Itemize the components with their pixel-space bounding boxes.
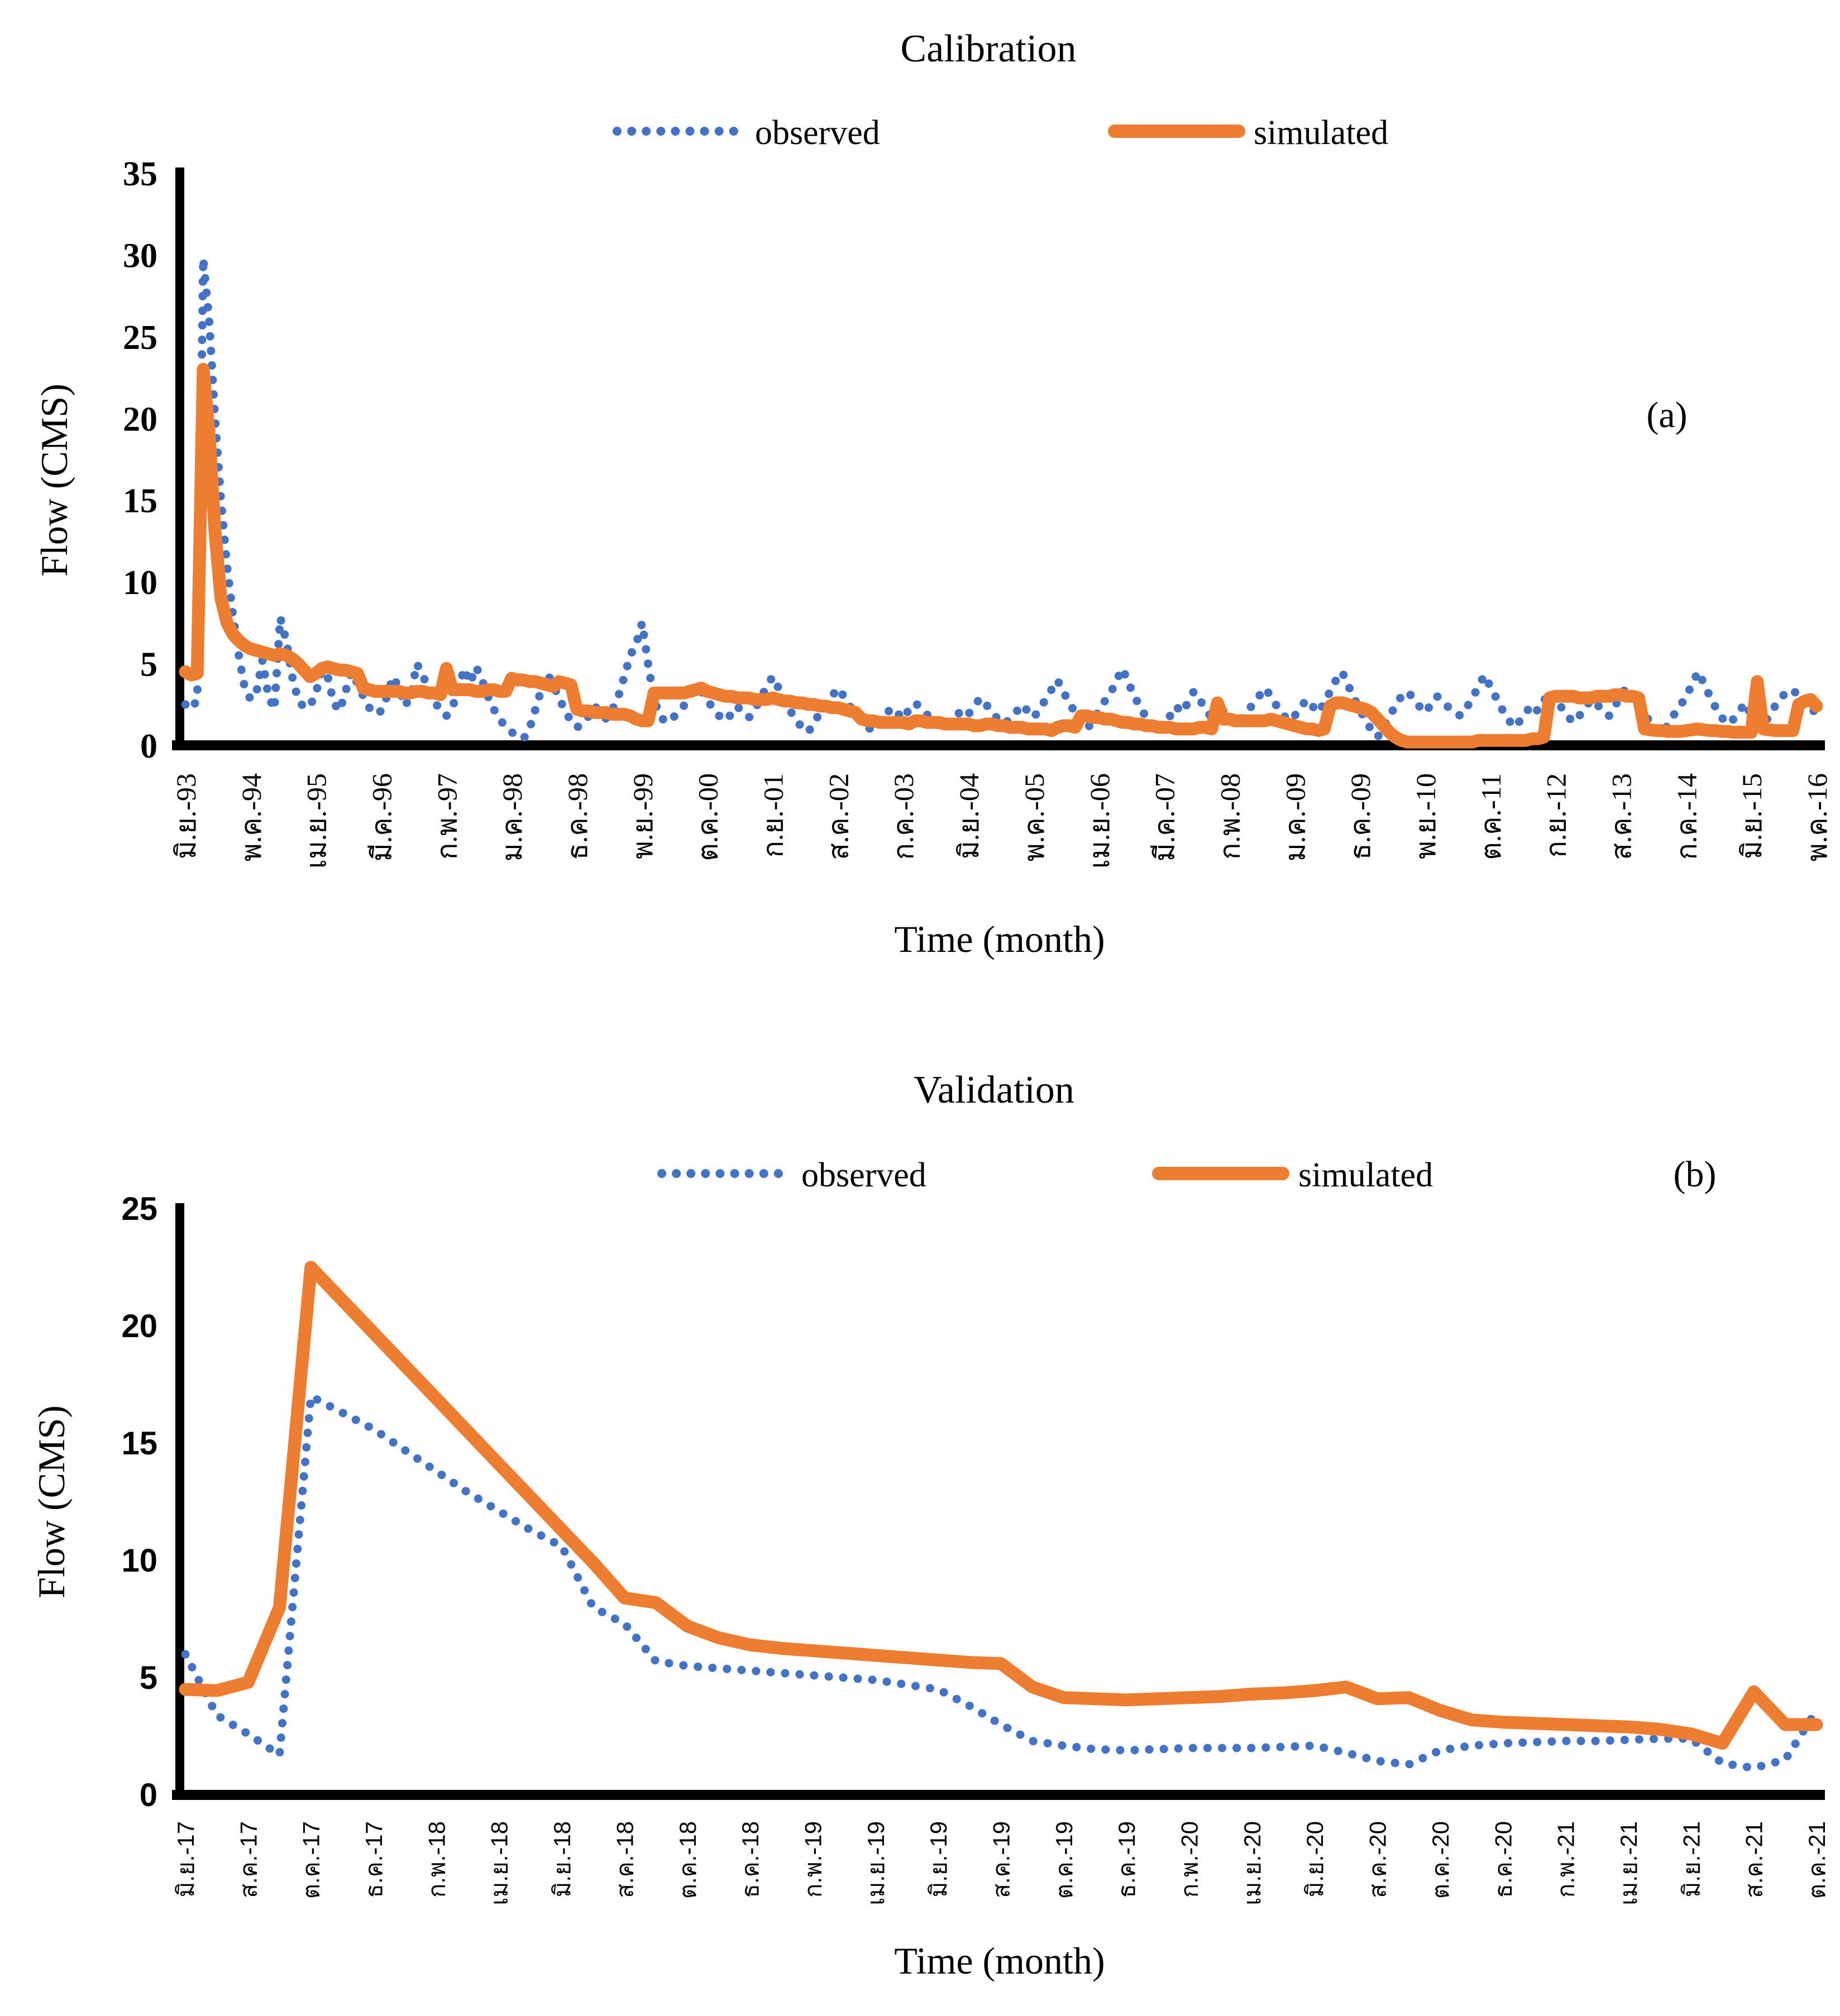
simulated-series (179, 1261, 1823, 1750)
x-tick-label: ต.ค.-18 (675, 1821, 701, 1899)
x-tick-label: ต.ค.-00 (692, 773, 724, 861)
calibration-chart: Calibration observed simulated (a) Flow … (33, 27, 1833, 960)
x-tick-label: พ.ย.-99 (627, 773, 658, 859)
x-tick-label: ธ.ค.-18 (737, 1821, 763, 1898)
observed-series (181, 253, 1821, 743)
panel-label-a: (a) (1646, 395, 1687, 435)
x-tick-label: ก.พ.-19 (800, 1821, 826, 1898)
simulated-legend-label: simulated (1298, 1156, 1433, 1194)
validation-title: Validation (914, 1069, 1074, 1112)
x-tick-label: ส.ค.-13 (1605, 773, 1637, 860)
x-tick-label: ม.ค.-09 (1279, 773, 1311, 861)
panel-label-b: (b) (1674, 1154, 1717, 1195)
x-tick-label: ก.พ.-21 (1553, 1821, 1579, 1898)
x-tick-label: ก.พ.-18 (423, 1821, 450, 1898)
x-tick-label: พ.ย.-10 (1410, 773, 1441, 859)
y-tick-label: 20 (121, 1308, 157, 1344)
y-tick-label: 10 (121, 1543, 157, 1579)
x-tick-label: ธ.ค.-17 (361, 1821, 387, 1898)
x-tick-label: เม.ย.-19 (863, 1821, 889, 1905)
x-tick-label: ส.ค.-20 (1365, 1821, 1391, 1898)
x-tick-label: ธ.ค.-09 (1345, 773, 1376, 860)
x-tick-label: ต.ค.-11 (1475, 773, 1507, 860)
y-tick-label: 15 (121, 1425, 157, 1462)
y-tick-label: 20 (123, 400, 157, 438)
x-tick-label: ธ.ค.-19 (1113, 1821, 1140, 1898)
x-tick-label: มิ.ย.-93 (170, 773, 202, 859)
validation-y-axis-title: Flow (CMS) (30, 1405, 73, 1598)
simulated-series (179, 362, 1823, 749)
x-tick-label: เม.ย.-95 (301, 773, 332, 869)
x-tick-label: พ.ค.-16 (1801, 773, 1833, 861)
x-tick-label: มิ.ย.-17 (173, 1821, 199, 1897)
y-tick-label: 25 (123, 319, 157, 357)
x-tick-label: ต.ค.-21 (1804, 1821, 1830, 1899)
x-tick-label: มี.ค.-96 (366, 773, 398, 861)
observed-legend-label: observed (801, 1156, 926, 1194)
y-tick-label: 30 (123, 237, 157, 275)
x-tick-label: ต.ค.-20 (1427, 1821, 1454, 1899)
x-tick-label: ธ.ค.-98 (562, 773, 593, 860)
x-tick-label: พ.ค.-94 (236, 773, 267, 861)
y-tick-label: 10 (123, 564, 157, 602)
x-tick-label: ต.ค.-19 (1051, 1821, 1077, 1899)
y-tick-label: 0 (140, 727, 157, 765)
x-tick-label: ม.ค.-98 (496, 773, 528, 861)
x-tick-label: มิ.ย.-20 (1302, 1821, 1328, 1897)
y-tick-label: 0 (140, 1777, 157, 1813)
x-tick-label: ส.ค.-21 (1741, 1821, 1767, 1898)
y-tick-label: 5 (140, 1660, 157, 1696)
x-tick-label: มิ.ย.-19 (925, 1821, 952, 1897)
x-tick-label: ส.ค.-17 (235, 1821, 261, 1898)
x-tick-label: เม.ย.-21 (1616, 1821, 1642, 1905)
x-tick-label: เม.ย.-18 (486, 1821, 513, 1905)
x-tick-label: ก.พ.-08 (1214, 773, 1245, 860)
calibration-y-axis-title: Flow (CMS) (33, 384, 75, 577)
x-tick-label: ก.ย.-12 (1541, 773, 1572, 858)
y-tick-label: 25 (121, 1191, 157, 1227)
observed-legend-label: observed (755, 114, 880, 152)
x-tick-label: ก.ค.-03 (888, 773, 919, 860)
x-tick-label: มิ.ย.-18 (549, 1821, 575, 1897)
x-tick-label: ส.ค.-18 (611, 1821, 638, 1898)
x-tick-label: ก.ย.-01 (758, 773, 789, 858)
x-tick-label: ส.ค.-02 (823, 773, 854, 860)
x-tick-label: ก.ค.-14 (1671, 773, 1702, 860)
y-tick-label: 5 (140, 646, 157, 684)
validation-plot-area: 0 5 10 15 20 25 มิ.ย.-17 ส.ค.-17 ต.ค.-17 ธ.ค.-17 ก… (121, 1191, 1830, 1905)
validation-x-axis-title: Time (month) (894, 1940, 1105, 1982)
x-tick-label: มิ.ย.-21 (1678, 1821, 1704, 1897)
x-tick-label: ก.พ.-20 (1177, 1821, 1203, 1898)
x-tick-label: มิ.ย.-15 (1736, 773, 1767, 859)
y-tick-label: 15 (123, 482, 157, 520)
calibration-x-axis-title: Time (month) (894, 918, 1105, 960)
calibration-plot-area: 0 5 10 15 20 25 30 35 มิ.ย.-93 พ.ค.-94 เม.ย.-95 มี.… (123, 155, 1833, 869)
x-tick-label: มี.ค.-07 (1149, 773, 1181, 861)
x-tick-label: เม.ย.-06 (1084, 773, 1115, 869)
x-tick-label: ก.พ.-97 (431, 773, 462, 860)
calibration-title: Calibration (901, 27, 1077, 70)
x-tick-label: ธ.ค.-20 (1490, 1821, 1516, 1898)
x-tick-label: มิ.ย.-04 (953, 773, 984, 859)
simulated-legend-label: simulated (1254, 114, 1388, 152)
x-tick-label: เม.ย.-20 (1239, 1821, 1265, 1905)
x-tick-label: ต.ค.-17 (298, 1821, 324, 1899)
validation-chart: Validation observed simulated (b) Flow (… (0, 1011, 1840, 2016)
observed-series (181, 1392, 1821, 1773)
y-tick-label: 35 (123, 155, 157, 193)
x-tick-label: พ.ค.-05 (1019, 773, 1050, 861)
x-tick-label: ส.ค.-19 (988, 1821, 1015, 1898)
